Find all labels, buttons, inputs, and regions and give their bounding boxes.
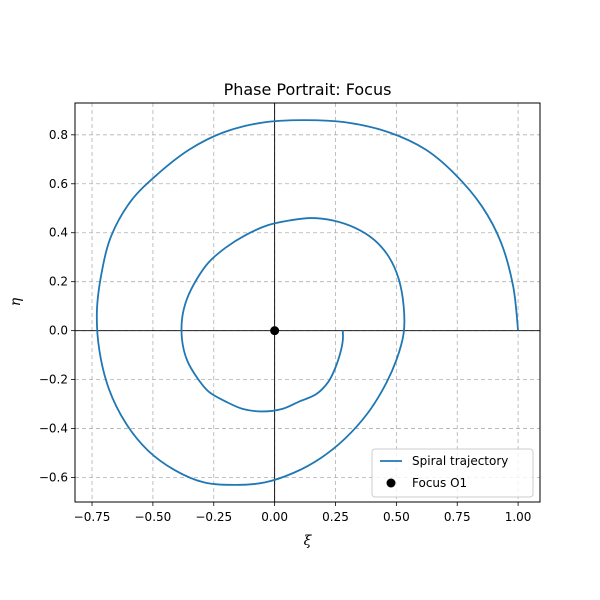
- x-tick-label: 0.50: [383, 510, 410, 524]
- y-tick-label: 0.6: [49, 177, 68, 191]
- legend-box: [371, 448, 534, 498]
- x-tick-label: 0.75: [444, 510, 471, 524]
- y-tick-label: −0.6: [39, 471, 68, 485]
- legend-marker-focus: [386, 478, 396, 488]
- y-tick-label: 0.8: [49, 128, 68, 142]
- spiral-trajectory-line: [95, 119, 519, 486]
- grid: [75, 103, 540, 502]
- x-tick-label: 1.00: [505, 510, 532, 524]
- y-tick-label: −0.2: [39, 373, 68, 387]
- y-tick-label: 0.0: [49, 324, 68, 338]
- reference-lines: [75, 103, 540, 502]
- y-tick-label: 0.2: [49, 275, 68, 289]
- x-axis-label: ξ: [304, 533, 313, 549]
- x-tick-label: −0.25: [195, 510, 232, 524]
- x-tick-label: −0.75: [74, 510, 111, 524]
- y-tick-label: 0.4: [49, 226, 68, 240]
- plot-frame: [74, 102, 541, 503]
- legend-label-focus: Focus O1: [412, 476, 467, 490]
- y-tick-label: −0.4: [39, 422, 68, 436]
- y-axis-ticks: −0.6 −0.4 −0.2 0.0 0.2 0.4 0.6 0.8: [39, 128, 75, 485]
- focus-point: [270, 326, 280, 336]
- y-axis-label: η: [8, 297, 24, 306]
- chart-title: Phase Portrait: Focus: [224, 80, 392, 99]
- x-axis-ticks: −0.75 −0.50 −0.25 0.00 0.25 0.50 0.75 1.00: [74, 502, 532, 524]
- x-tick-label: −0.50: [135, 510, 172, 524]
- legend-label-spiral: Spiral trajectory: [412, 454, 508, 468]
- legend: Spiral trajectory Focus O1: [371, 448, 534, 498]
- x-tick-label: 0.25: [322, 510, 349, 524]
- series-layer: [95, 119, 519, 486]
- x-tick-label: 0.00: [261, 510, 288, 524]
